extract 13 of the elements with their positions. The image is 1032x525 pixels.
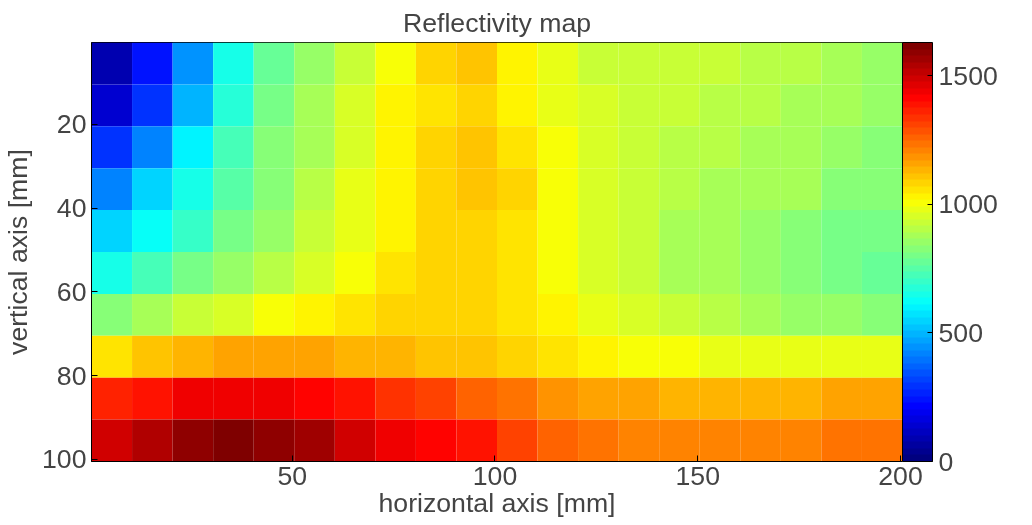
y-tick-label: 40 (56, 193, 87, 224)
color-bar-label: 1000 (938, 189, 998, 220)
y-tick-label: 80 (56, 360, 87, 391)
x-tick-label: 50 (277, 460, 308, 491)
y-tick-label: 20 (56, 109, 87, 140)
color-bar-label: 0 (938, 446, 954, 477)
color-bar-label: 1500 (938, 60, 998, 91)
y-tick-label: 60 (56, 276, 87, 307)
x-tick-label: 150 (675, 460, 720, 491)
y-axis-title: vertical axis [mm] (3, 149, 34, 355)
color-bar-label: 500 (938, 317, 983, 348)
x-tick-label: 200 (878, 460, 923, 491)
chart-title: Reflectivity map (402, 7, 592, 38)
